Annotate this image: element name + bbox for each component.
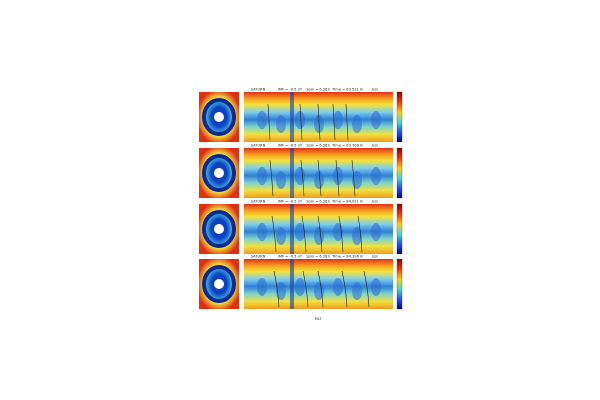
polar-ring [202, 98, 236, 136]
planet [214, 224, 224, 234]
field-line [351, 159, 356, 197]
field-line [269, 159, 274, 197]
dark-band [290, 259, 294, 309]
panels: SATURN IMF = -0.5 nT Spin = 6.283 Time = 83… [199, 88, 403, 310]
dark-band [290, 92, 294, 142]
plume [295, 278, 305, 296]
field-line [273, 270, 280, 308]
field-line [300, 159, 305, 197]
panel-header: Time = 84.396 hr [331, 255, 364, 259]
panel-header: Spin = 6.283 [306, 88, 329, 92]
field-line [338, 215, 344, 253]
plume [276, 282, 286, 300]
panel-header: bzs [372, 88, 378, 92]
plume [276, 115, 286, 133]
field-line [317, 215, 323, 253]
colorbar [396, 91, 403, 143]
panel-header: Time = 84.021 hr [331, 200, 364, 204]
field-line [317, 159, 322, 197]
polar-ring [202, 210, 236, 248]
plume [314, 227, 324, 245]
plume [333, 111, 343, 129]
panel-header: Time = 83.708 hr [331, 144, 364, 148]
plume [333, 278, 343, 296]
panel-header: IMF = -0.5 nT [278, 88, 303, 92]
panel-header: Time = 83.521 hr [331, 88, 364, 92]
panel-header: SATURN [251, 88, 266, 92]
panel-header: IMF = -0.5 nT [278, 144, 303, 148]
panel-header: Spin = 6.283 [306, 255, 329, 259]
plume [371, 223, 381, 241]
panel-header: IMF = -0.5 nT [278, 200, 303, 204]
plume [314, 282, 324, 300]
plume [257, 223, 267, 241]
field-line [267, 103, 271, 141]
colorbar [396, 203, 403, 255]
plume [314, 171, 324, 189]
field-line [341, 270, 348, 308]
field-line [335, 159, 340, 197]
plume [295, 167, 305, 185]
plume [276, 171, 286, 189]
plume [295, 111, 305, 129]
x-label: MLT [315, 317, 323, 321]
polar-ring [202, 265, 236, 303]
plume [257, 111, 267, 129]
plume [352, 282, 362, 300]
colorbar [396, 147, 403, 199]
plume [295, 223, 305, 241]
field-line [299, 103, 303, 141]
plume [257, 278, 267, 296]
panel-header: bzs [372, 255, 378, 259]
field-line [317, 270, 324, 308]
panel-header: SATURN [251, 200, 266, 204]
plume [371, 111, 381, 129]
field-line [301, 215, 307, 253]
polar-ring [202, 154, 236, 192]
panel-header: bzs [372, 200, 378, 204]
plume [276, 227, 286, 245]
colorbar [396, 258, 403, 310]
plume [257, 167, 267, 185]
plume [371, 278, 381, 296]
panel-header: bzs [372, 144, 378, 148]
field-line [357, 215, 363, 253]
planet [214, 279, 224, 289]
field-line [345, 103, 349, 141]
plume [371, 167, 381, 185]
plume [352, 227, 362, 245]
panel-header: Spin = 6.283 [306, 144, 329, 148]
panel-header: Spin = 6.283 [306, 200, 329, 204]
panel-header: SATURN [251, 255, 266, 259]
plume [333, 167, 343, 185]
field-line [317, 103, 321, 141]
field-line [271, 215, 277, 253]
panel-header: SATURN [251, 144, 266, 148]
panel-header: IMF = -0.5 nT [278, 255, 303, 259]
plume [352, 115, 362, 133]
field-line [302, 270, 309, 308]
field-line [363, 270, 370, 308]
planet [214, 168, 224, 178]
dark-band [290, 204, 294, 254]
planet [214, 112, 224, 122]
field-line [332, 103, 336, 141]
dark-band [290, 148, 294, 198]
